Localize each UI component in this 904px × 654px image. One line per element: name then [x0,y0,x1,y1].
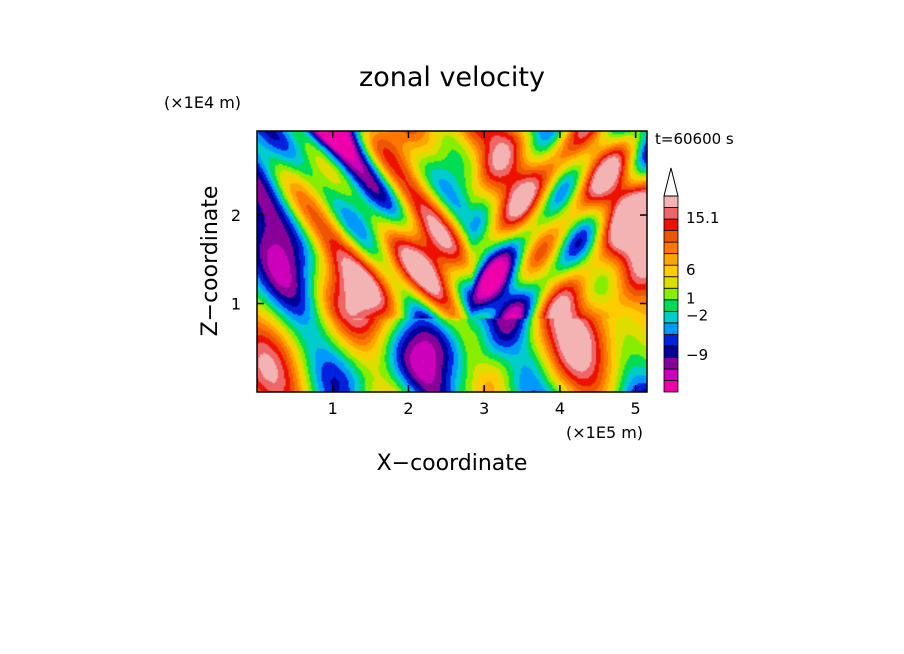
x-tick-label-2: 3 [479,399,489,418]
colorbar-swatch-1 [663,368,679,381]
y-tick-label-1: 2 [231,206,241,225]
colorbar-swatch-11 [663,253,679,266]
colorbar-swatch-10 [663,264,679,278]
colorbar-swatch-0 [663,380,679,393]
x-tick-label-4: 5 [631,399,641,418]
colorbar-swatch-6 [663,310,679,324]
y-unit-label: (×1E4 m) [164,93,241,112]
colorbar-swatch-3 [663,345,679,358]
colorbar-swatch-13 [663,230,679,243]
x-tick-label-1: 2 [403,399,413,418]
colorbar-swatch-9 [663,276,679,289]
colorbar-swatch-7 [663,299,679,312]
y-axis: 12 [231,206,647,314]
colorbar-swatch-16 [663,195,679,208]
chart-title: zonal velocity [359,62,545,93]
colorbar-label-0: 15.1 [686,209,719,227]
colorbar-swatch-12 [663,241,679,255]
colorbar-swatch-8 [663,287,679,301]
y-axis-label: Z−coordinate [198,186,223,337]
colorbar-swatch-4 [663,333,679,347]
contour-field [257,131,647,392]
x-axis: 1 2 3 4 5 [328,131,641,418]
time-label: t=60600 s [655,130,734,148]
y-tick-label-0: 1 [231,295,241,314]
colorbar-extend-max [663,167,679,197]
x-tick-label-3: 4 [555,399,565,418]
colorbar-swatch-2 [663,357,679,370]
x-unit-label: (×1E5 m) [566,423,643,442]
colorbar-swatch-15 [663,207,679,220]
x-tick-label-0: 1 [328,399,338,418]
plot-frame [256,130,648,393]
colorbar-swatch-14 [663,218,679,231]
colorbar-label-2: 1 [686,289,696,307]
colorbar-label-4: −9 [686,346,708,364]
colorbar-label-3: −2 [686,306,708,324]
colorbar-swatch-5 [663,322,679,335]
colorbar: 15.1 6 1−2 −9 [663,167,719,393]
x-axis-label: X−coordinate [377,451,528,476]
colorbar-label-1: 6 [686,261,696,279]
contour-field-image [257,131,647,392]
